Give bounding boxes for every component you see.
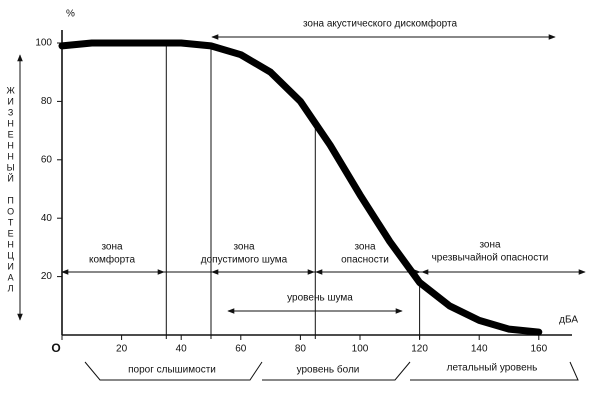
- bracket: [84, 361, 263, 381]
- x-tick-label: 140: [471, 344, 488, 355]
- x-tick-label: 120: [411, 344, 428, 355]
- y-axis-label: ЖИЗНЕННЫЙ ПОТЕНЦИАЛ: [6, 86, 16, 295]
- x-tick-label: 160: [530, 344, 547, 355]
- annotation: зона: [354, 242, 376, 253]
- x-tick-label: 20: [116, 344, 128, 355]
- annotation: допустимого шума: [201, 255, 288, 266]
- x-tick-label: 100: [352, 344, 369, 355]
- annotation: уровень боли: [297, 364, 360, 376]
- annotation: чрезвычайной опасности: [432, 253, 549, 264]
- x-tick-label: O: [51, 341, 60, 355]
- x-tick-label: 60: [235, 344, 247, 355]
- y-tick-label: 80: [41, 96, 53, 107]
- y-tick-label: 20: [41, 271, 53, 282]
- y-tick-label: 60: [41, 154, 53, 165]
- y-tick-label: 100: [35, 38, 52, 49]
- annotation: комфорта: [89, 254, 136, 266]
- annotation: зона: [479, 240, 501, 251]
- annotation: уровень шума: [287, 293, 353, 304]
- annotation: летальный уровень: [447, 363, 538, 374]
- curve: [58, 39, 543, 336]
- annotation: порог слышимости: [128, 365, 216, 376]
- x-tick-label: 80: [295, 344, 307, 355]
- y-tick-label: 40: [41, 213, 53, 224]
- annotation: зона акустического дискомфорта: [303, 18, 458, 30]
- x-tick-label: 40: [176, 344, 188, 355]
- bracket: [262, 361, 411, 381]
- annotation: зона: [101, 242, 123, 253]
- x-unit: дБА: [559, 315, 578, 326]
- y-unit: %: [66, 9, 75, 20]
- annotation: зона: [233, 242, 255, 253]
- bracket: [410, 361, 579, 381]
- annotation: опасности: [341, 255, 389, 266]
